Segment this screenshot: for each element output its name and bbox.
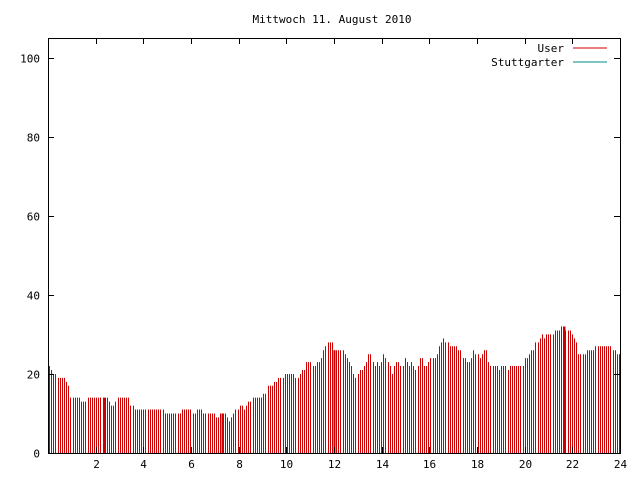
x-tick-label: 24 bbox=[614, 458, 628, 471]
x-tick-label: 16 bbox=[423, 458, 436, 471]
x-tick-label: 6 bbox=[188, 458, 195, 471]
x-tick-label: 2 bbox=[93, 458, 100, 471]
y-tick-label: 40 bbox=[27, 290, 40, 303]
y-tick-label: 80 bbox=[27, 132, 40, 145]
x-tick-label: 10 bbox=[280, 458, 293, 471]
chart-title: Mittwoch 11. August 2010 bbox=[253, 13, 412, 26]
x-tick-label: 20 bbox=[519, 458, 532, 471]
y-tick-label: 100 bbox=[20, 53, 40, 66]
x-tick-label: 8 bbox=[236, 458, 243, 471]
y-tick-label: 20 bbox=[27, 369, 40, 382]
x-tick-label: 22 bbox=[566, 458, 579, 471]
x-tick-label: 14 bbox=[376, 458, 390, 471]
x-tick-label: 4 bbox=[140, 458, 147, 471]
y-tick-label: 0 bbox=[33, 448, 40, 461]
legend-label-user: User bbox=[538, 42, 565, 55]
y-tick-label: 60 bbox=[27, 211, 40, 224]
x-tick-label: 12 bbox=[328, 458, 341, 471]
legend: User Stuttgarter bbox=[491, 42, 607, 69]
bars-group bbox=[49, 326, 620, 453]
x-tick-label: 18 bbox=[471, 458, 484, 471]
legend-label-stuttgarter: Stuttgarter bbox=[491, 56, 564, 69]
